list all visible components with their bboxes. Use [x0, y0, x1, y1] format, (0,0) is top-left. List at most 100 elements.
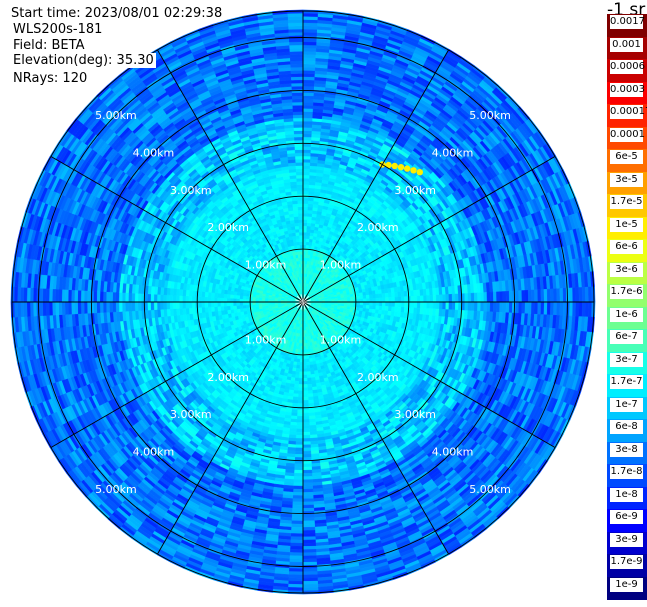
beta-gate [515, 301, 520, 314]
beta-gate [302, 108, 314, 113]
beta-gate [508, 290, 513, 303]
beta-gate [381, 305, 386, 311]
beta-gate [302, 177, 310, 182]
beta-gate [372, 301, 377, 307]
beta-gate [394, 301, 399, 308]
beta-gate [385, 301, 389, 307]
beta-gate [359, 295, 364, 300]
beta-gate [451, 301, 456, 311]
beta-gate [302, 123, 313, 128]
beta-gate [372, 294, 377, 299]
beta-gate [302, 57, 317, 62]
beta-gate [515, 290, 520, 303]
beta-gate [403, 307, 408, 314]
beta-gate [359, 298, 364, 303]
beta-gate [524, 289, 529, 303]
beta-gate [302, 92, 315, 97]
beta-gate [385, 297, 389, 303]
beta-gate [407, 301, 412, 308]
beta-gate [404, 301, 409, 308]
beta-gate [302, 168, 311, 173]
beta-gate [489, 291, 494, 303]
beta-gate [302, 196, 309, 201]
beta-gate [306, 232, 311, 236]
beta-gate [420, 295, 424, 303]
beta-gate [302, 235, 307, 239]
beta-gate [343, 297, 348, 301]
beta-gate [442, 294, 447, 303]
beta-gate [448, 301, 453, 311]
beta-gate [442, 301, 447, 310]
beta-gate [302, 130, 313, 135]
beta-gate [401, 296, 405, 303]
beta-gate [429, 294, 434, 303]
beta-gate [302, 184, 310, 189]
beta-gate [302, 181, 310, 185]
beta-gate [410, 301, 415, 309]
beta-gate [359, 304, 364, 309]
beta-gate [556, 288, 561, 303]
beta-gate [499, 291, 504, 303]
beta-gate [546, 288, 551, 303]
beta-gate [432, 301, 437, 310]
beta-gate [534, 301, 539, 315]
beta-gate [473, 292, 478, 303]
beta-gate [302, 155, 311, 160]
beta-gate [489, 301, 494, 313]
beta-gate [527, 301, 532, 315]
beta-gate [388, 297, 393, 303]
beta-gate [387, 292, 393, 298]
beta-gate [302, 225, 308, 230]
beta-gate [382, 301, 386, 307]
beta-gate [413, 301, 418, 309]
beta-gate [464, 301, 469, 311]
beta-gate [334, 298, 339, 301]
beta-gate [362, 298, 367, 303]
beta-gate [381, 293, 386, 299]
beta-gate [362, 301, 367, 306]
beta-gate [302, 203, 309, 208]
beta-gate [394, 296, 399, 303]
beta-gate [391, 306, 396, 312]
beta-gate [559, 301, 564, 316]
beta-gate [302, 200, 309, 204]
beta-gate [403, 290, 408, 297]
beta-gate [375, 301, 380, 307]
beta-gate [369, 305, 373, 310]
beta-gate [302, 104, 314, 109]
beta-gate [306, 235, 311, 240]
beta-gate [477, 301, 482, 312]
beta-gate [569, 287, 574, 303]
beta-gate [302, 98, 314, 103]
beta-gate [302, 63, 316, 68]
beta-gate [496, 291, 501, 303]
beta-gate [369, 294, 373, 299]
beta-gate [407, 296, 412, 303]
beta-gate [302, 231, 307, 236]
beta-gate [435, 301, 440, 310]
beta-gate [401, 301, 405, 308]
beta-gate [397, 306, 402, 313]
beta-gate [302, 95, 315, 100]
beta-gate [416, 301, 421, 309]
beta-gate [302, 149, 312, 154]
beta-gate [527, 289, 532, 303]
beta-gate [483, 292, 488, 303]
beta-gate [480, 301, 485, 312]
beta-gate [375, 305, 380, 311]
beta-gate [546, 301, 551, 316]
beta-gate [302, 206, 309, 211]
beta-gate [537, 289, 542, 303]
beta-gate [346, 296, 351, 300]
beta-gate [378, 297, 383, 303]
beta-gate [499, 301, 504, 313]
beta-gate [416, 295, 421, 303]
beta-gate [451, 293, 456, 303]
beta-gate [302, 193, 309, 198]
beta-gate [480, 292, 485, 303]
beta-gate [302, 85, 315, 90]
beta-gate [362, 295, 367, 300]
beta-gate [302, 244, 307, 249]
beta-gate [302, 212, 308, 217]
beta-gate [369, 301, 374, 306]
